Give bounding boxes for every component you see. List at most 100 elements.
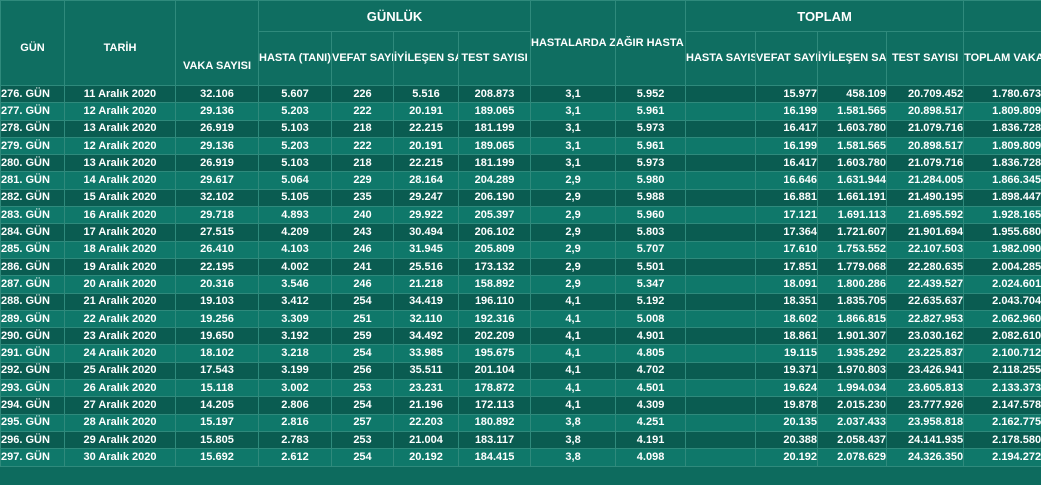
cell-iyilesen: 22.215 bbox=[393, 119, 459, 138]
cell-toplam-vaka: 2.004.285 bbox=[963, 257, 1041, 277]
table-row: 290. GÜN 23 Aralık 2020 19.650 3.192 259 34.4… bbox=[0, 327, 1041, 346]
cell-toplam-iyilesen: 2.078.629 bbox=[817, 448, 888, 467]
table-row: 283. GÜN 16 Aralık 2020 29.718 4.893 240 29.9… bbox=[0, 206, 1041, 225]
cell-vaka: 29.617 bbox=[175, 171, 259, 190]
cell-iyilesen: 30.494 bbox=[393, 223, 459, 242]
cell-toplam-vaka: 2.062.960 bbox=[963, 309, 1041, 329]
cell-toplam-test: 21.284.005 bbox=[886, 171, 965, 190]
header-toplam-vefat: VEFAT SAYISI bbox=[755, 31, 819, 86]
header-hasta-tani: HASTA (TANI) SAYISI bbox=[258, 31, 332, 86]
cell-gun: 281. GÜN bbox=[0, 171, 65, 190]
cell-hasta-tani: 4.893 bbox=[258, 206, 332, 225]
cell-vefat: 251 bbox=[331, 309, 394, 329]
cell-test: 181.199 bbox=[457, 119, 532, 138]
cell-toplam-vefat: 19.371 bbox=[755, 361, 819, 381]
cell-agir: 4.501 bbox=[615, 379, 687, 398]
cell-test: 208.873 bbox=[457, 84, 532, 104]
cell-test: 173.132 bbox=[457, 257, 532, 277]
cell-agir: 5.008 bbox=[615, 309, 687, 329]
cell-toplam-hasta bbox=[685, 154, 757, 173]
cell-vefat: 253 bbox=[331, 379, 394, 398]
cell-test: 195.675 bbox=[457, 344, 532, 363]
cell-vefat: 243 bbox=[331, 223, 394, 242]
table-row: 279. GÜN 12 Aralık 2020 29.136 5.203 222 20.1… bbox=[0, 136, 1041, 156]
cell-toplam-vaka: 1.928.165 bbox=[963, 206, 1041, 225]
cell-agir: 5.973 bbox=[615, 154, 687, 173]
cell-toplam-vefat: 17.121 bbox=[755, 206, 819, 225]
cell-toplam-test: 21.695.592 bbox=[886, 206, 965, 225]
cell-toplam-iyilesen: 1.779.068 bbox=[817, 257, 888, 277]
cell-tarih: 27 Aralık 2020 bbox=[64, 396, 176, 415]
cell-agir: 5.961 bbox=[615, 136, 687, 156]
cell-toplam-hasta bbox=[685, 188, 757, 208]
cell-toplam-test: 20.709.452 bbox=[886, 84, 965, 104]
cell-vaka: 19.650 bbox=[175, 327, 259, 346]
cell-zaturre: 4,1 bbox=[530, 379, 617, 398]
cell-toplam-vefat: 15.977 bbox=[755, 84, 819, 104]
cell-tarih: 13 Aralık 2020 bbox=[64, 119, 176, 138]
cell-agir: 5.803 bbox=[615, 223, 687, 242]
cell-toplam-vaka: 2.043.704 bbox=[963, 292, 1041, 311]
cell-vefat: 241 bbox=[331, 257, 394, 277]
cell-hasta-tani: 2.783 bbox=[258, 430, 332, 450]
cell-toplam-iyilesen: 1.901.307 bbox=[817, 327, 888, 346]
cell-vaka: 29.718 bbox=[175, 206, 259, 225]
cell-gun: 297. GÜN bbox=[0, 448, 65, 467]
cell-test: 205.397 bbox=[457, 206, 532, 225]
cell-toplam-iyilesen: 1.994.034 bbox=[817, 379, 888, 398]
cell-hasta-tani: 5.103 bbox=[258, 154, 332, 173]
cell-vaka: 32.106 bbox=[175, 84, 259, 104]
table-body: 276. GÜN 11 Aralık 2020 32.106 5.607 226 5.51… bbox=[0, 84, 1041, 467]
cell-gun: 287. GÜN bbox=[0, 275, 65, 294]
cell-zaturre: 4,1 bbox=[530, 344, 617, 363]
cell-test: 178.872 bbox=[457, 379, 532, 398]
table-row: 276. GÜN 11 Aralık 2020 32.106 5.607 226 5.51… bbox=[0, 84, 1041, 104]
cell-toplam-test: 23.030.162 bbox=[886, 327, 965, 346]
cell-toplam-vefat: 17.610 bbox=[755, 240, 819, 259]
cell-vaka: 20.316 bbox=[175, 275, 259, 294]
cell-toplam-test: 24.326.350 bbox=[886, 448, 965, 467]
cell-test: 201.104 bbox=[457, 361, 532, 381]
header-toplam-test: TEST SAYISI bbox=[886, 31, 965, 86]
cell-toplam-test: 23.426.941 bbox=[886, 361, 965, 381]
cell-toplam-iyilesen: 2.058.437 bbox=[817, 430, 888, 450]
cell-gun: 278. GÜN bbox=[0, 119, 65, 138]
cell-vaka: 19.256 bbox=[175, 309, 259, 329]
cell-test: 189.065 bbox=[457, 136, 532, 156]
cell-toplam-vefat: 18.602 bbox=[755, 309, 819, 329]
cell-vaka: 15.118 bbox=[175, 379, 259, 398]
cell-test: 180.892 bbox=[457, 413, 532, 432]
cell-toplam-vefat: 17.851 bbox=[755, 257, 819, 277]
table-row: 295. GÜN 28 Aralık 2020 15.197 2.816 257 22.2… bbox=[0, 413, 1041, 432]
header-agir-hasta: AĞIR HASTA SAYISI bbox=[615, 0, 687, 86]
cell-vaka: 17.543 bbox=[175, 361, 259, 381]
header-iyilesen: İYİLEŞEN SAYISI bbox=[393, 31, 459, 86]
cell-hasta-tani: 3.192 bbox=[258, 327, 332, 346]
cell-toplam-iyilesen: 1.603.780 bbox=[817, 119, 888, 138]
cell-vefat: 218 bbox=[331, 119, 394, 138]
cell-vefat: 222 bbox=[331, 136, 394, 156]
cell-agir: 4.702 bbox=[615, 361, 687, 381]
cell-iyilesen: 34.492 bbox=[393, 327, 459, 346]
cell-toplam-hasta bbox=[685, 102, 757, 121]
cell-tarih: 30 Aralık 2020 bbox=[64, 448, 176, 467]
cell-iyilesen: 21.196 bbox=[393, 396, 459, 415]
cell-toplam-vaka: 2.147.578 bbox=[963, 396, 1041, 415]
cell-zaturre: 3,1 bbox=[530, 119, 617, 138]
cell-toplam-test: 21.490.195 bbox=[886, 188, 965, 208]
table-row: 297. GÜN 30 Aralık 2020 15.692 2.612 254 20.1… bbox=[0, 448, 1041, 467]
cell-vaka: 29.136 bbox=[175, 136, 259, 156]
cell-test: 181.199 bbox=[457, 154, 532, 173]
covid-statistics-table: GÜN TARİH VAKA SAYISI GÜNLÜK HASTALARDA … bbox=[0, 0, 1041, 467]
cell-toplam-hasta bbox=[685, 448, 757, 467]
cell-hasta-tani: 5.064 bbox=[258, 171, 332, 190]
cell-test: 196.110 bbox=[457, 292, 532, 311]
cell-hasta-tani: 3.002 bbox=[258, 379, 332, 398]
cell-toplam-hasta bbox=[685, 257, 757, 277]
cell-toplam-vefat: 16.881 bbox=[755, 188, 819, 208]
cell-iyilesen: 31.945 bbox=[393, 240, 459, 259]
table-row: 296. GÜN 29 Aralık 2020 15.805 2.783 253 21.0… bbox=[0, 430, 1041, 450]
cell-gun: 290. GÜN bbox=[0, 327, 65, 346]
cell-toplam-test: 22.439.527 bbox=[886, 275, 965, 294]
cell-hasta-tani: 5.203 bbox=[258, 136, 332, 156]
